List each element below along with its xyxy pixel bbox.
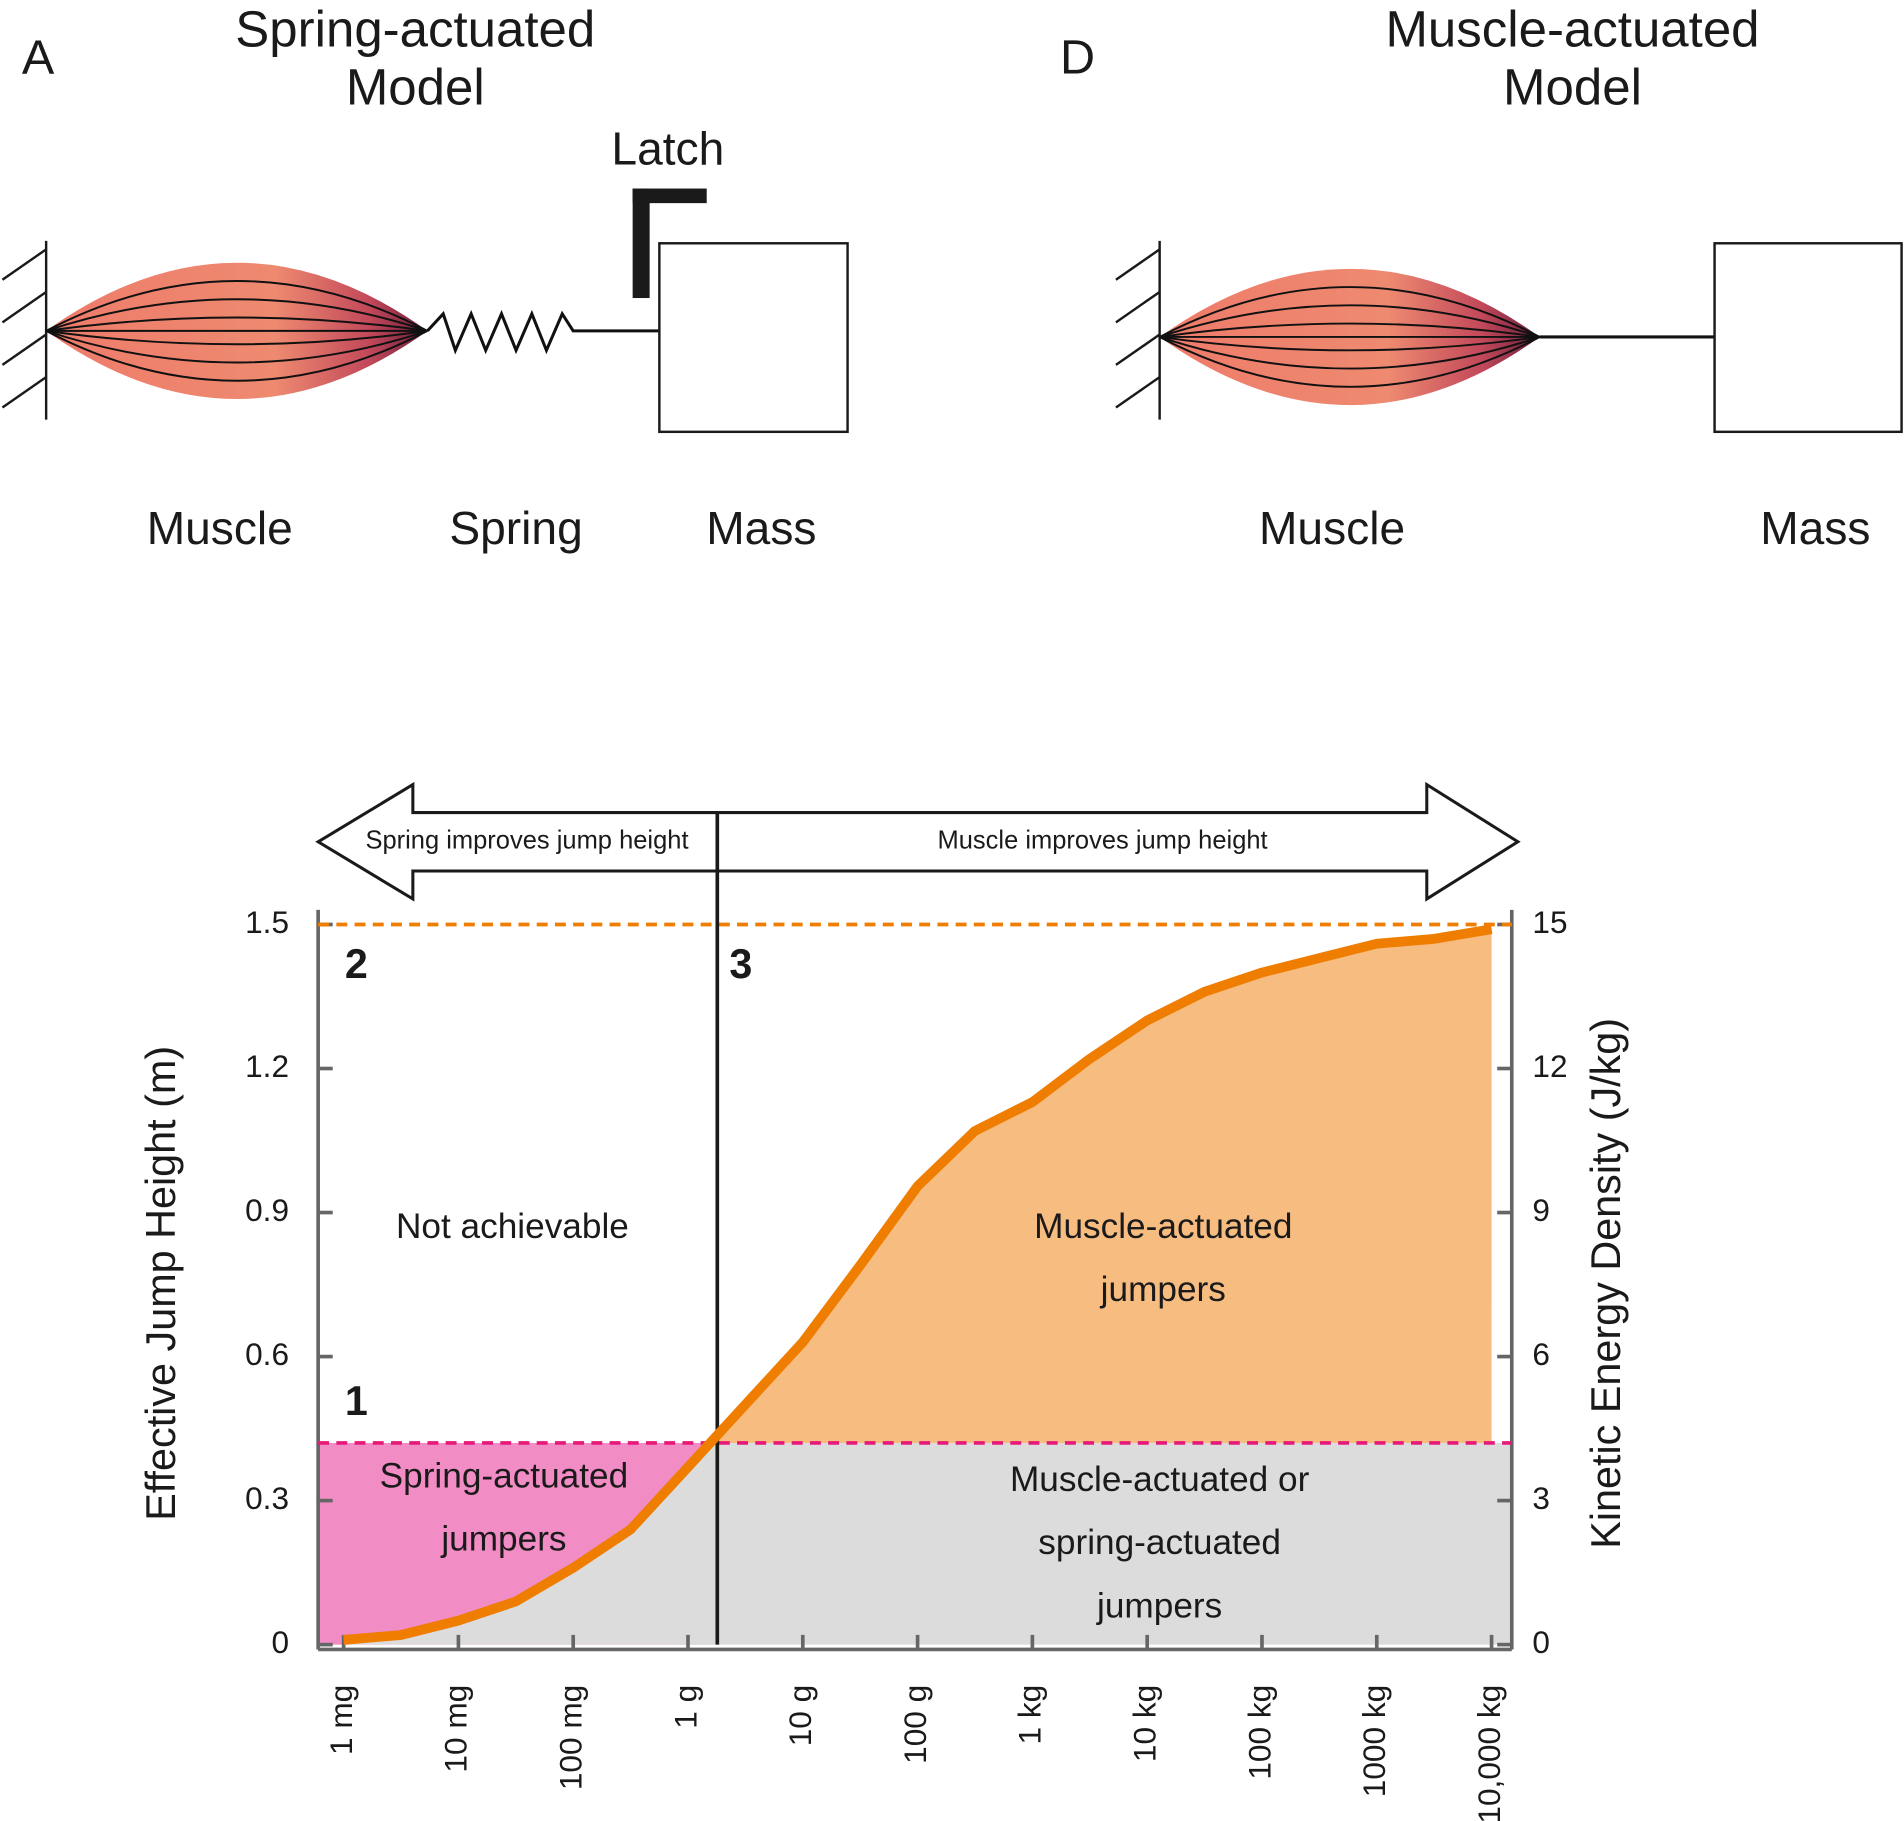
x-tick-label: 100 g [897,1685,933,1764]
x-tick-label: 10 mg [438,1685,474,1773]
y-tick-label: 0.9 [245,1192,289,1228]
x-tick-label: 100 mg [553,1685,589,1790]
y-tick-label: 0.3 [245,1480,289,1516]
x-tick-label: 100 kg [1241,1685,1277,1780]
component-label: Mass [1760,502,1870,554]
y2-axis-title: Kinetic Energy Density (J/kg) [1583,1018,1629,1549]
y-tick-label: 1.5 [245,904,289,940]
region-label: jumpers [1100,1270,1226,1309]
region-label: spring-actuated [1038,1523,1281,1562]
area-fill [710,929,1492,1443]
mass [1713,242,1903,434]
x-tick-label: 10 kg [1127,1685,1163,1762]
y-tick-label: 0 [271,1624,289,1660]
x-tick-label: 1 kg [1012,1685,1048,1745]
x-tick-label: 10,000 kg [1471,1685,1507,1821]
y2-tick-label: 12 [1532,1048,1567,1084]
reference-label: 2 [345,941,368,987]
panel-letter: A [22,31,55,85]
double-arrow [315,781,1521,902]
y2-tick-label: 6 [1532,1336,1550,1372]
panel-letter: D [1060,31,1095,85]
reference-label: 3 [729,941,752,987]
component-label: Muscle [1259,502,1405,554]
region-label: Muscle-actuated or [1010,1460,1310,1499]
latch-label: Latch [611,122,724,174]
region-label: jumpers [440,1520,566,1559]
wall [1,240,48,420]
x-tick-label: 10 g [782,1685,818,1747]
panel-title: Model [346,59,485,116]
x-tick-label: 1 g [667,1685,703,1729]
region-label: jumpers [1096,1586,1222,1625]
y2-tick-label: 15 [1532,904,1567,940]
y2-tick-label: 9 [1532,1192,1550,1228]
y-tick-label: 1.2 [245,1048,289,1084]
y-tick-label: 0.6 [245,1336,289,1372]
series-line [343,924,1493,1645]
y2-tick-label: 3 [1532,1480,1550,1516]
panel-title: Spring-actuated [235,0,595,57]
mass [658,242,849,434]
spring [426,309,660,355]
component-label: Spring [449,502,582,554]
wall [1115,240,1161,420]
panel-title: Model [1503,59,1642,116]
muscle [1159,268,1541,406]
panel-a: A Spring-actuated Model Latch Muscle Spr… [1,0,849,554]
muscle [45,262,428,399]
region-label: Not achievable [396,1207,629,1246]
arrow-label: Spring improves jump height [365,826,688,854]
region-label: Muscle-actuated [1034,1207,1292,1246]
x-tick-label: 1 mg [323,1685,359,1755]
arrow-label: Muscle improves jump height [938,826,1268,854]
panel-d: D Muscle-actuated Model Muscle Mass [1060,0,1903,554]
component-label: Mass [706,502,816,554]
area-fill [343,1442,1492,1645]
region-label: Spring-actuated [380,1456,629,1495]
reference-label: 1 [345,1378,368,1424]
panel-title: Muscle-actuated [1385,0,1759,57]
component-label: Muscle [147,502,293,554]
y-axis-title: Effective Jump Height (m) [138,1046,184,1521]
y2-tick-label: 0 [1532,1624,1550,1660]
x-tick-label: 1000 kg [1356,1685,1392,1797]
latch [632,188,707,299]
